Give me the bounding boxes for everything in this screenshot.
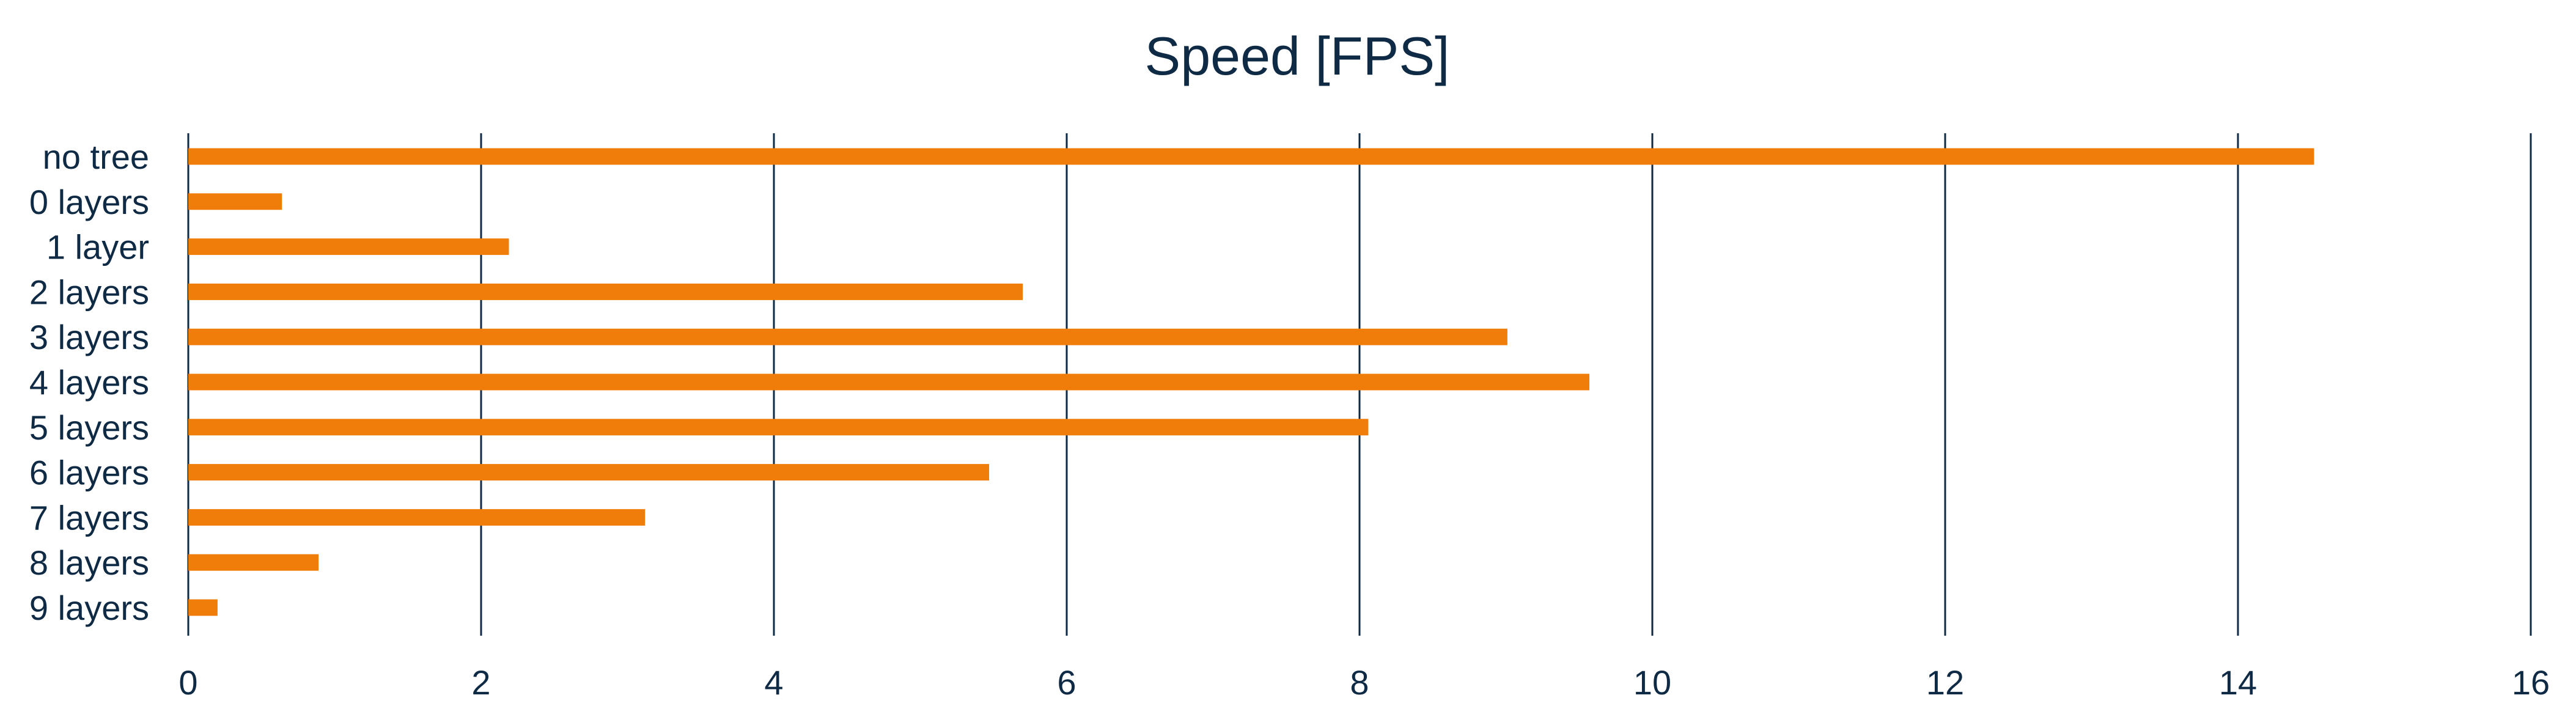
- x-tick-label-10: 10: [1633, 663, 1671, 702]
- bar-5-layers: [188, 419, 1369, 436]
- category-label-3-layers: 3 layers: [29, 318, 149, 356]
- x-tick-label-14: 14: [2219, 663, 2257, 702]
- bar-7-layers: [188, 509, 646, 526]
- bar-8-layers: [188, 554, 319, 571]
- bars: [188, 148, 2314, 616]
- x-tick-label-4: 4: [764, 663, 783, 702]
- category-label-5-layers: 5 layers: [29, 408, 149, 447]
- bar-1-layer: [188, 238, 509, 256]
- category-label-7-layers: 7 layers: [29, 498, 149, 537]
- category-label-4-layers: 4 layers: [29, 363, 149, 402]
- category-label-1-layer: 1 layer: [46, 228, 149, 267]
- bar-4-layers: [188, 373, 1590, 391]
- category-label-0-layers: 0 layers: [29, 183, 149, 221]
- x-tick-label-8: 8: [1350, 663, 1369, 702]
- category-label-6-layers: 6 layers: [29, 454, 149, 492]
- category-label-2-layers: 2 layers: [29, 273, 149, 311]
- bar-2-layers: [188, 283, 1023, 300]
- bar-no-tree: [188, 148, 2314, 165]
- category-label-8-layers: 8 layers: [29, 543, 149, 582]
- bar-6-layers: [188, 464, 990, 481]
- bar-9-layers: [188, 599, 218, 616]
- x-tick-label-6: 6: [1057, 663, 1076, 702]
- bar-3-layers: [188, 328, 1507, 345]
- bar-0-layers: [188, 193, 282, 210]
- category-label-9-layers: 9 layers: [29, 589, 149, 627]
- x-tick-label-0: 0: [178, 663, 197, 702]
- x-tick-labels: 0 2 4 6 8 10 12 14 16: [178, 663, 2550, 702]
- chart-title: Speed [FPS]: [1145, 26, 1450, 86]
- category-labels: no tree 0 layers 1 layer 2 layers 3 layers 4 …: [29, 138, 149, 627]
- x-tick-label-16: 16: [2512, 663, 2550, 702]
- x-tick-label-2: 2: [471, 663, 490, 702]
- category-label-no-tree: no tree: [43, 138, 149, 176]
- x-tick-label-12: 12: [1926, 663, 1964, 702]
